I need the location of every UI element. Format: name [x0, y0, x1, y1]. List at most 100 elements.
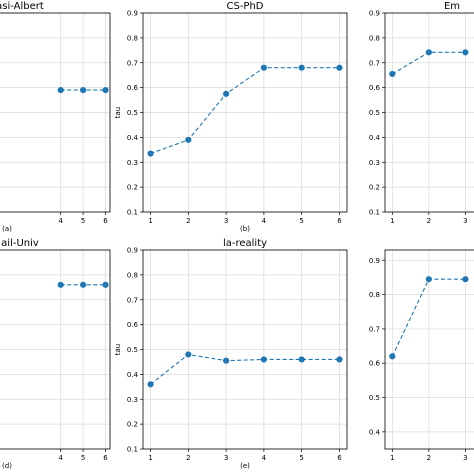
- tick-label-y: 0.4: [127, 134, 139, 142]
- data-point: [223, 90, 230, 97]
- chart-title: asi-Albert: [0, 1, 44, 12]
- tick-label-y: 0.3: [369, 159, 380, 167]
- data-point: [389, 70, 396, 78]
- tick-label-x: 4: [262, 454, 267, 462]
- data-point: [57, 87, 64, 94]
- tick-label-x: 3: [463, 454, 467, 462]
- tick-label-y: 0.1: [127, 209, 138, 217]
- data-point: [260, 64, 267, 71]
- data-point: [298, 356, 305, 363]
- tick-label-x: 6: [103, 217, 108, 225]
- data-point: [80, 281, 87, 288]
- tick-label-y: 0.1: [127, 446, 138, 454]
- tick-label-x: 5: [299, 217, 303, 225]
- data-point: [336, 356, 343, 363]
- data-point: [102, 87, 109, 94]
- chart-panel: 0.1 0.2 0.3 0.4 0.5 0.6 0.7 0.8 0.9 1 2 3 4 5 6 la-real…: [114, 238, 348, 470]
- tick-label-x: 6: [337, 217, 342, 225]
- tick-label-y: 0.7: [127, 296, 138, 304]
- tick-label-x: 2: [427, 217, 431, 225]
- data-point: [425, 276, 432, 283]
- data-point: [57, 281, 64, 288]
- data-point: [147, 381, 154, 388]
- tick-label-x: 4: [58, 454, 63, 462]
- tick-label-y: 0.4: [127, 371, 139, 379]
- tick-label-x: 5: [299, 454, 303, 462]
- tick-label-y: 0.5: [369, 394, 380, 402]
- data-point: [462, 49, 469, 56]
- data-point: [102, 281, 109, 288]
- chart-panel: 4 5 6 ail-Univ (d): [0, 238, 111, 470]
- tick-label-y: 0.6: [369, 84, 381, 92]
- tick-label-y: 0.9: [369, 257, 380, 265]
- tick-label-y: 0.4: [369, 428, 381, 436]
- axes-frame: [142, 12, 348, 213]
- tick-label-y: 0.8: [369, 291, 380, 299]
- data-point: [425, 49, 432, 56]
- chart-panel: 0.1 0.2 0.3 0.4 0.5 0.6 0.7 0.8 0.9 1 2 3 Em: [369, 1, 474, 225]
- data-point: [147, 150, 154, 157]
- tick-label-y: 0.4: [369, 134, 381, 142]
- tick-label-y: 0.8: [127, 34, 138, 42]
- axis-label-y: tau: [114, 344, 122, 355]
- tick-label-x: 1: [148, 217, 152, 225]
- tick-label-x: 4: [58, 217, 63, 225]
- tick-label-x: 3: [224, 217, 228, 225]
- tick-label-x: 6: [103, 454, 108, 462]
- tick-label-y: 0.8: [369, 34, 380, 42]
- data-point: [389, 353, 396, 360]
- tick-label-x: 3: [463, 217, 467, 225]
- data-point: [223, 357, 230, 364]
- tick-label-y: 0.9: [127, 10, 138, 18]
- tick-label-x: 1: [390, 454, 394, 462]
- subcaption: (a): [2, 225, 12, 233]
- tick-label-x: 5: [81, 454, 85, 462]
- axes-frame: [384, 249, 474, 450]
- chart-title: Em: [444, 1, 460, 12]
- data-point: [185, 136, 192, 143]
- subcaption: (d): [2, 462, 12, 470]
- tick-label-x: 1: [390, 217, 394, 225]
- chart-title: CS-PhD: [226, 1, 263, 12]
- tick-label-x: 6: [337, 454, 342, 462]
- tick-label-y: 0.6: [127, 84, 139, 92]
- axes-frame: [384, 12, 474, 213]
- tick-label-x: 2: [186, 454, 190, 462]
- tick-label-y: 0.6: [127, 321, 139, 329]
- chart-title: ail-Univ: [1, 238, 39, 249]
- tick-label-y: 0.2: [127, 184, 138, 192]
- tick-label-x: 1: [148, 454, 152, 462]
- chart-panel: 0.4 0.5 0.6 0.7 0.8 0.9 1 2 3: [369, 249, 474, 462]
- tick-label-y: 0.2: [369, 184, 380, 192]
- subcaption: (e): [240, 462, 250, 470]
- tick-label-y: 0.7: [369, 325, 380, 333]
- axis-label-y: tau: [114, 107, 122, 118]
- tick-label-y: 0.3: [127, 396, 138, 404]
- tick-label-y: 0.7: [369, 59, 380, 67]
- data-point: [80, 87, 87, 94]
- data-point: [185, 351, 192, 358]
- data-point: [298, 64, 305, 71]
- series-line: [150, 353, 340, 385]
- tick-label-y: 0.6: [369, 360, 381, 368]
- axes-frame: [0, 12, 111, 213]
- data-point: [336, 64, 343, 71]
- tick-label-x: 5: [81, 217, 85, 225]
- subcaption: (b): [240, 225, 250, 233]
- tick-label-y: 0.9: [369, 10, 380, 18]
- tick-label-y: 0.8: [127, 271, 138, 279]
- tick-label-x: 3: [224, 454, 228, 462]
- axes-frame: [0, 249, 111, 450]
- tick-label-y: 0.9: [127, 247, 138, 255]
- data-point: [462, 276, 469, 283]
- data-point: [260, 356, 267, 363]
- chart-title: la-reality: [223, 238, 267, 249]
- chart-panel: 0.1 0.2 0.3 0.4 0.5 0.6 0.7 0.8 0.9 1 2 3 4 5 6 CS-PhD t…: [114, 1, 348, 233]
- axes-frame: [142, 249, 348, 450]
- tick-label-y: 0.5: [369, 109, 380, 117]
- tick-label-x: 2: [427, 454, 431, 462]
- series-line: [150, 67, 340, 155]
- chart-panel: 4 5 6 asi-Albert (a): [0, 1, 111, 233]
- tick-label-y: 0.1: [369, 209, 380, 217]
